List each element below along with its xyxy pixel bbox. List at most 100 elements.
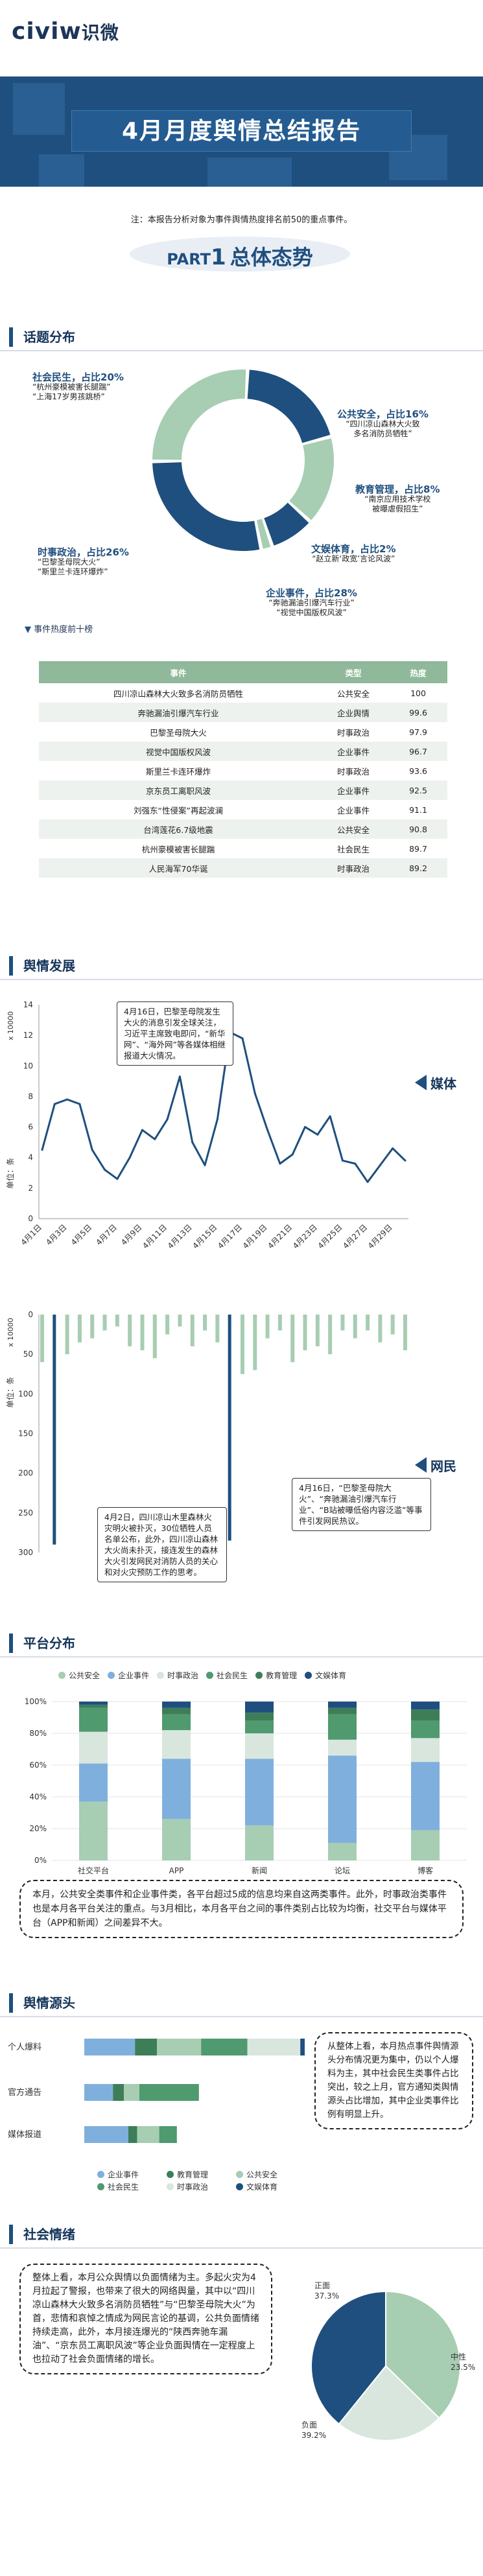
netizen-callout-2: 4月16日，“巴黎圣母院大火”、“奔驰漏油引爆汽车行业”、“B站被曝低俗内容泛滥…	[292, 1478, 431, 1531]
legend-label: 公共安全	[69, 1671, 100, 1680]
platform-legend: 公共安全 企业事件 时事政治 社会民生 教育管理 文娱体育	[58, 1669, 473, 1681]
netizen-bar	[165, 1315, 170, 1335]
heat-cell: 91.1	[409, 804, 427, 815]
legend-label: 教育管理	[177, 2170, 209, 2179]
table-row: 四川凉山森林大火致多名消防员牺牲 公共安全 100	[39, 683, 447, 703]
platform-bar-segment	[245, 1713, 274, 1721]
platform-bar-segment	[79, 1801, 108, 1860]
media-point	[204, 1164, 206, 1166]
media-point	[304, 1126, 307, 1129]
x-tick-label: 社交平台	[78, 1866, 109, 1875]
netizen-bar	[290, 1315, 295, 1363]
topic-label-1: 公共安全，占比16% “四川凉山森林大火致 多名消防员牺牲”	[337, 408, 429, 439]
type-cell: 时事政治	[318, 858, 389, 878]
media-point	[78, 1103, 81, 1105]
event-cell: 人民海军70华诞	[39, 858, 318, 878]
source-bar-segment	[84, 2126, 128, 2143]
type-cell: 企业事件	[318, 780, 389, 800]
media-point	[316, 1133, 319, 1136]
platform-bar-segment	[245, 1825, 274, 1860]
media-point	[191, 1141, 194, 1143]
media-point	[154, 1138, 156, 1140]
platform-bar-segment	[79, 1731, 108, 1764]
netizen-bar	[215, 1315, 220, 1342]
x-tick-label: 4月23日	[291, 1223, 319, 1250]
section-platform-title: 平台分布	[9, 1633, 75, 1653]
y-tick-label: 4	[28, 1153, 33, 1162]
hot-list-title: ▼ 事件热度前十榜	[25, 625, 93, 635]
media-point	[379, 1164, 381, 1166]
y-tick-label: 10	[23, 1061, 33, 1070]
x-tick-label: 4月7日	[94, 1223, 119, 1247]
netizen-bar	[178, 1315, 182, 1327]
legend-swatch	[236, 2183, 243, 2190]
netizen-bar	[115, 1315, 119, 1327]
legend-label: 文娱体育	[246, 2183, 278, 2192]
section-source-title: 舆情源头	[9, 1993, 75, 2013]
donut-slice-4	[152, 462, 260, 551]
y-tick-label: 14	[23, 1000, 33, 1009]
y-unit: 单位：条	[5, 1158, 15, 1189]
netizen-bar	[77, 1315, 82, 1342]
netizen-bar	[403, 1315, 407, 1351]
heat-cell: 97.9	[409, 727, 427, 737]
pie-slice	[311, 2290, 386, 2425]
table-row: 京东员工离职风波 企业事件 92.5	[39, 780, 447, 800]
legend-label: 教育管理	[266, 1671, 298, 1680]
heat-cell: 89.7	[409, 843, 427, 854]
y-tick-label: 150	[18, 1429, 33, 1438]
legend-swatch	[236, 2171, 243, 2178]
legend-swatch	[255, 1672, 263, 1679]
pie-value-label: 39.2%	[301, 2431, 326, 2440]
legend-label: 企业事件	[108, 2170, 139, 2179]
platform-bar-segment	[328, 1755, 357, 1844]
netizen-bar	[40, 1315, 44, 1363]
donut-slice-3	[256, 519, 271, 549]
netizen-series-label: 网民	[430, 1458, 456, 1474]
netizen-bar	[353, 1315, 357, 1339]
legend-label: 社会民生	[217, 1671, 248, 1680]
brand-logo: civiw识微	[12, 18, 119, 45]
report-note: 注：本报告分析对象为事件舆情热度排名前50的重点事件。	[130, 215, 353, 225]
type-cell: 公共安全	[336, 688, 370, 699]
type-cell: 公共安全	[318, 819, 389, 839]
media-point	[53, 1103, 56, 1105]
legend-item: 教育管理	[167, 2169, 228, 2180]
x-tick-label: 新闻	[252, 1866, 267, 1875]
y-tick-label: 20%	[29, 1824, 47, 1833]
topic-label-0: 社会民生，占比20% “杭州豪模被害长腿踹” “上海17岁男孩跳桥”	[32, 371, 124, 402]
platform-bar-segment	[411, 1762, 440, 1831]
event-cell: 视觉中国版权风波	[39, 742, 318, 761]
legend-item: 公共安全	[58, 1670, 100, 1681]
netizen-bar	[340, 1315, 345, 1331]
source-bar-segment	[201, 2039, 248, 2055]
type-cell: 时事政治	[336, 727, 370, 738]
legend-item: 时事政治	[157, 1670, 198, 1681]
platform-bar-segment	[411, 1738, 440, 1762]
y-unit: 单位：条	[5, 1377, 15, 1408]
col-type: 类型	[318, 661, 389, 683]
platform-bar-segment	[79, 1704, 108, 1708]
netizen-bar	[102, 1315, 107, 1331]
sentiment-summary: 整体上看，本月公众舆情以负面情绪为主。多起火灾为4月拉起了警报，也带来了很大的网…	[19, 2264, 272, 2374]
table-row: 杭州豪模被害长腿踹 社会民生 89.7	[39, 839, 447, 858]
media-point	[91, 1149, 93, 1151]
netizen-bar	[65, 1315, 69, 1355]
heat-cell: 90.8	[389, 819, 447, 839]
heat-cell: 96.7	[389, 742, 447, 761]
platform-bar-segment	[162, 1714, 191, 1731]
divider	[0, 2016, 483, 2017]
y-tick-label: 0%	[34, 1856, 47, 1865]
table-row: 巴黎圣母院大火 时事政治 97.9	[39, 722, 447, 742]
source-summary: 从整体上看，本月热点事件舆情源头分布情况更为集中，仍以个人爆料为主，其中社会民生…	[314, 2032, 473, 2129]
event-cell: 杭州豪模被害长腿踹	[141, 844, 215, 854]
platform-bar-segment	[79, 1707, 108, 1732]
heat-cell: 93.6	[409, 766, 427, 776]
media-point	[178, 1075, 181, 1078]
legend-swatch	[305, 1672, 312, 1679]
table-row: 人民海军70华诞 时事政治 89.2	[39, 858, 447, 878]
platform-bar-segment	[328, 1714, 357, 1740]
media-point	[116, 1178, 119, 1180]
